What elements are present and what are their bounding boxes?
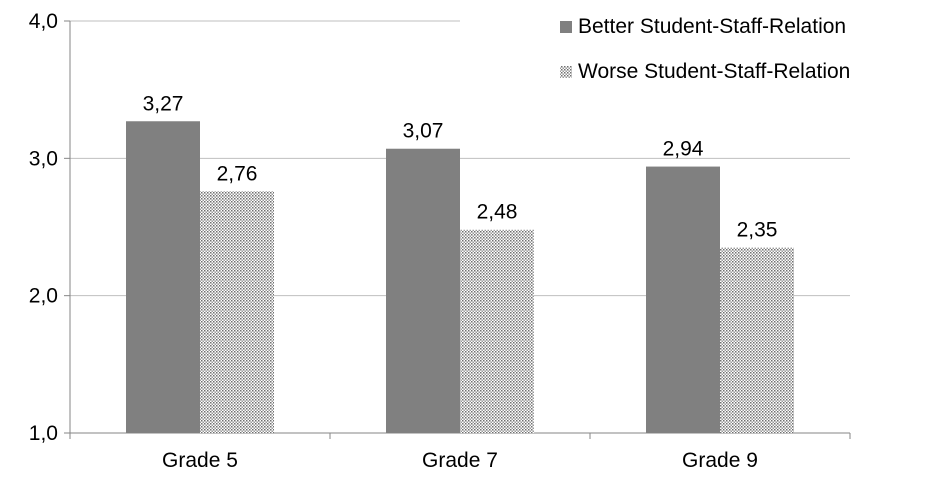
bar-worse-grade-5 bbox=[200, 191, 274, 433]
y-tick-label: 3,0 bbox=[29, 147, 58, 170]
bars bbox=[126, 121, 794, 434]
labels: 3,27 2,76 Grade 5 3,07 2,48 Grade 7 2,94 2,35 Gr… bbox=[143, 92, 778, 472]
data-label: 2,35 bbox=[737, 219, 778, 242]
y-tick-label: 4,0 bbox=[29, 10, 58, 33]
x-category-label: Grade 7 bbox=[422, 449, 498, 472]
data-label: 2,76 bbox=[217, 162, 258, 185]
legend-swatch bbox=[560, 21, 572, 33]
legend-label: Worse Student-Staff-Relation bbox=[578, 60, 850, 83]
bar-better-grade-7 bbox=[386, 148, 460, 433]
x-category-label: Grade 5 bbox=[162, 449, 238, 472]
legend-swatch bbox=[560, 66, 572, 78]
legend: Better Student-Staff-Relation Worse Stude… bbox=[560, 15, 850, 83]
y-tick-label: 2,0 bbox=[29, 285, 58, 308]
data-label: 3,07 bbox=[403, 120, 444, 143]
y-tick-label: 1,0 bbox=[29, 422, 58, 445]
x-category-label: Grade 9 bbox=[682, 449, 758, 472]
data-label: 3,27 bbox=[143, 92, 184, 115]
bar-worse-grade-9 bbox=[720, 247, 794, 433]
bar-better-grade-5 bbox=[126, 121, 200, 434]
legend-label: Better Student-Staff-Relation bbox=[578, 15, 846, 38]
data-label: 2,48 bbox=[477, 201, 518, 224]
bar-worse-grade-7 bbox=[460, 229, 534, 433]
data-label: 2,94 bbox=[663, 138, 704, 161]
bar-better-grade-9 bbox=[646, 166, 720, 433]
